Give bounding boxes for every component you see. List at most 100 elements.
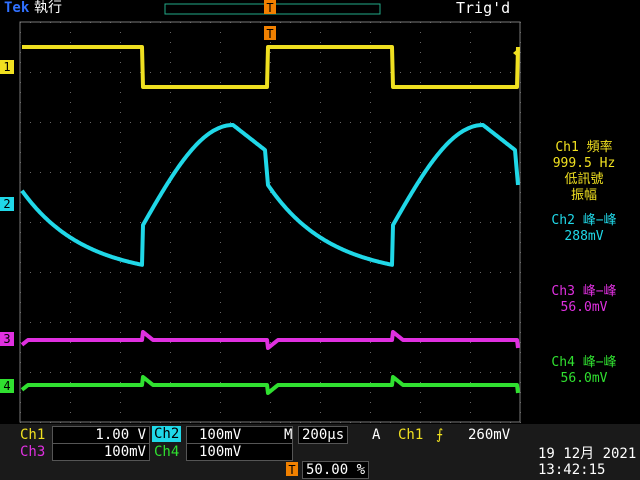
grid-dot: [390, 222, 391, 223]
grid-dot: [120, 352, 121, 353]
grid-dot: [270, 72, 271, 73]
grid-dot: [330, 72, 331, 73]
grid-dot: [280, 172, 281, 173]
grid-dot: [200, 272, 201, 273]
grid-dot: [370, 42, 371, 43]
grid-dot: [490, 122, 491, 123]
grid-dot: [370, 342, 371, 343]
measurement: Ch4 峰−峰 56.0mV: [528, 355, 640, 387]
grid-dot: [310, 172, 311, 173]
grid-dot: [470, 142, 471, 143]
value: 999.5 Hz: [552, 156, 616, 171]
grid-dot: [170, 322, 171, 323]
grid-dot: [470, 102, 471, 103]
grid-dot: [150, 222, 151, 223]
grid-dot: [130, 222, 131, 223]
grid-dot: [480, 72, 481, 73]
grid-dot: [480, 372, 481, 373]
grid-dot: [70, 152, 71, 153]
grid-dot: [320, 242, 321, 243]
grid-dot: [50, 172, 51, 173]
grid-dot: [440, 122, 441, 123]
grid-dot: [370, 222, 371, 223]
grid-dot: [50, 72, 51, 73]
grid-dot: [50, 372, 51, 373]
grid-dot: [420, 212, 421, 213]
grid-dot: [220, 242, 221, 243]
grid-dot: [120, 372, 121, 373]
grid-dot: [350, 222, 351, 223]
grid-dot: [470, 362, 471, 363]
grid-dot: [370, 282, 371, 283]
grid-dot: [240, 372, 241, 373]
grid-dot: [290, 322, 291, 323]
grid-dot: [190, 372, 191, 373]
grid-dot: [160, 272, 161, 273]
grid-dot: [160, 172, 161, 173]
grid-dot: [470, 122, 471, 123]
grid-dot: [170, 312, 171, 313]
grid-dot: [370, 192, 371, 193]
grid-dot: [220, 122, 221, 123]
grid-dot: [350, 272, 351, 273]
grid-dot: [70, 102, 71, 103]
grid-dot: [390, 322, 391, 323]
grid-dot: [340, 222, 341, 223]
grid-dot: [300, 172, 301, 173]
grid-dot: [500, 322, 501, 323]
grid-dot: [170, 362, 171, 363]
grid-dot: [510, 122, 511, 123]
grid-dot: [120, 412, 121, 413]
grid-dot: [280, 72, 281, 73]
grid-dot: [270, 172, 271, 173]
grid-dot: [70, 62, 71, 63]
grid-dot: [390, 72, 391, 73]
grid-dot: [120, 202, 121, 203]
grid-dot: [190, 122, 191, 123]
grid-dot: [500, 272, 501, 273]
grid-dot: [270, 202, 271, 203]
grid-dot: [170, 262, 171, 263]
grid-dot: [30, 172, 31, 173]
grid-dot: [270, 252, 271, 253]
grid-dot: [320, 182, 321, 183]
grid-dot: [70, 142, 71, 143]
grid-dot: [280, 222, 281, 223]
grid-dot: [470, 262, 471, 263]
grid-dot: [70, 402, 71, 403]
grid-dot: [430, 322, 431, 323]
grid-dot: [320, 82, 321, 83]
grid-dot: [370, 372, 371, 373]
grid-dot: [270, 102, 271, 103]
ch2-scale: 100mV: [186, 426, 293, 444]
grid-dot: [80, 272, 81, 273]
grid-dot: [220, 112, 221, 113]
grid-dot: [30, 72, 31, 73]
grid-dot: [250, 72, 251, 73]
grid-dot: [320, 252, 321, 253]
grid-dot: [250, 372, 251, 373]
grid-dot: [70, 82, 71, 83]
trigger-position-marker: T: [264, 0, 276, 15]
grid-dot: [410, 322, 411, 323]
grid-dot: [290, 172, 291, 173]
grid-dot: [220, 272, 221, 273]
grid-dot: [170, 52, 171, 53]
grid-dot: [190, 72, 191, 73]
grid-dot: [140, 172, 141, 173]
grid-dot: [120, 52, 121, 53]
grid-dot: [460, 322, 461, 323]
grid-dot: [270, 292, 271, 293]
grid-dot: [100, 272, 101, 273]
grid-dot: [220, 52, 221, 53]
grid-dot: [320, 72, 321, 73]
grid-dot: [200, 122, 201, 123]
grid-dot: [410, 72, 411, 73]
grid-dot: [320, 262, 321, 263]
grid-dot: [420, 232, 421, 233]
grid-dot: [420, 412, 421, 413]
grid-dot: [470, 322, 471, 323]
grid-dot: [210, 372, 211, 373]
grid-dot: [420, 342, 421, 343]
grid-dot: [40, 72, 41, 73]
